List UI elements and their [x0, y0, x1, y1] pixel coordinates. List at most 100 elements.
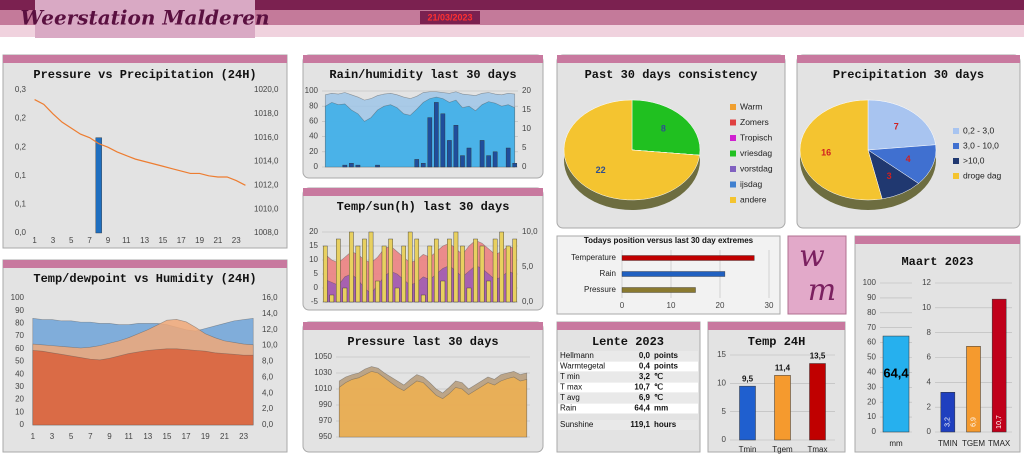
bar — [375, 280, 380, 303]
row-value: 0,4 — [639, 362, 651, 371]
y-tick-label: 90 — [15, 306, 24, 315]
row-label: Warmtegetal — [560, 362, 605, 371]
bar — [427, 245, 433, 303]
y2-tick-label: 4,0 — [262, 388, 274, 397]
y-tick-label: Pressure — [584, 285, 617, 294]
table-row — [558, 403, 698, 414]
y-tick-label: 100 — [863, 278, 877, 287]
bar — [388, 238, 393, 303]
table-row — [558, 351, 698, 361]
panel — [2, 54, 288, 249]
row-label: Hellmann — [560, 351, 594, 360]
bar — [940, 392, 956, 433]
y-tick-label: 70 — [15, 331, 24, 340]
row-unit: hours — [654, 420, 677, 429]
value-label: 10,7 — [996, 415, 1003, 429]
legend-label: andere — [740, 194, 767, 204]
legend-label: droge dag — [963, 170, 1002, 180]
bar — [460, 245, 465, 303]
y-tick-label: 10 — [867, 412, 876, 421]
bar — [447, 140, 452, 168]
pie-label: 4 — [906, 154, 911, 164]
row-label: Rain — [560, 404, 576, 413]
y-tick-label: 1030 — [314, 368, 332, 377]
legend-swatch — [953, 158, 959, 164]
legend-swatch — [730, 181, 736, 188]
x-tick-label: 5 — [69, 432, 74, 441]
bar — [621, 271, 726, 277]
bar — [434, 102, 439, 168]
bar — [336, 238, 341, 303]
y-tick-label: 60 — [867, 338, 876, 347]
y-tick-label: 100 — [305, 86, 319, 95]
y2-tick-label: 2,0 — [262, 404, 274, 413]
legend-label: ijsdag — [740, 179, 762, 189]
y2-tick-label: 0 — [522, 162, 527, 171]
date-box — [420, 11, 480, 24]
bar — [621, 255, 755, 261]
panel-header — [3, 260, 287, 268]
y-tick-label: 80 — [867, 308, 876, 317]
row-value: 64,4 — [634, 404, 650, 413]
bar — [499, 231, 504, 303]
bar — [473, 238, 478, 303]
x-tick-label: 23 — [239, 432, 248, 441]
bar — [453, 231, 459, 303]
bar — [362, 238, 367, 303]
row-label: T min — [560, 372, 580, 381]
y-tick-label: 40 — [309, 132, 318, 141]
bar — [322, 245, 328, 303]
x-tick-label: 13 — [140, 236, 149, 245]
legend-label: >10,0 — [963, 155, 985, 165]
legend-swatch — [730, 135, 736, 141]
x-tick-label: 15 — [163, 432, 172, 441]
y2-tick-label: 5 — [522, 143, 527, 152]
bar — [349, 162, 354, 168]
legend-label: 3,0 - 10,0 — [963, 140, 999, 150]
legend-label: Zomers — [740, 117, 769, 127]
chart-title: Precipitation 30 days — [833, 68, 984, 82]
bar — [440, 280, 446, 303]
table-row — [558, 420, 698, 430]
bar — [479, 245, 485, 303]
y2-tick-label: 1020,0 — [254, 85, 279, 94]
y2-tick-label: 8,0 — [262, 357, 274, 366]
y2-tick-label: 6,0 — [262, 372, 274, 381]
date: 21/03/2023 — [427, 12, 472, 22]
x-tick-label: 3 — [50, 432, 55, 441]
y-tick-label: 70 — [867, 323, 876, 332]
y-tick-label: 60 — [309, 117, 318, 126]
legend-swatch — [730, 166, 736, 172]
y2-tick-label: 10,0 — [522, 227, 538, 236]
value-label: 3,2 — [945, 417, 952, 427]
bar — [774, 375, 791, 441]
x-tick-label: 20 — [716, 301, 725, 310]
x-tick-label: TMIN — [938, 439, 958, 448]
legend-swatch — [730, 197, 736, 203]
x-tick-label: 3 — [51, 236, 56, 245]
y-tick-label: 1050 — [314, 352, 332, 361]
panel-header — [557, 322, 700, 330]
bar — [329, 294, 335, 303]
chart-title: Todays position versus last 30 day extre… — [584, 236, 754, 245]
y-tick-label: 10 — [717, 378, 726, 387]
y-tick-label: 20 — [309, 147, 318, 156]
chart-title: Temp 24H — [748, 335, 806, 349]
y-tick-label: Rain — [600, 269, 616, 278]
bar — [991, 298, 1007, 433]
x-tick-label: 5 — [69, 236, 74, 245]
panel-header — [3, 55, 287, 63]
bar — [368, 231, 374, 303]
header-band — [0, 25, 1024, 37]
header-band — [0, 0, 1024, 10]
chart-title: Temp/sun(h) last 30 days — [337, 200, 510, 214]
chart-title: Temp/dewpoint vs Humidity (24H) — [33, 272, 256, 286]
bar — [414, 238, 420, 303]
y-tick-label: 6 — [927, 353, 932, 362]
bar — [342, 164, 348, 168]
x-tick-label: 11 — [124, 432, 133, 441]
bar — [420, 162, 426, 168]
bar — [420, 294, 426, 303]
value-label: 11,4 — [775, 364, 791, 373]
